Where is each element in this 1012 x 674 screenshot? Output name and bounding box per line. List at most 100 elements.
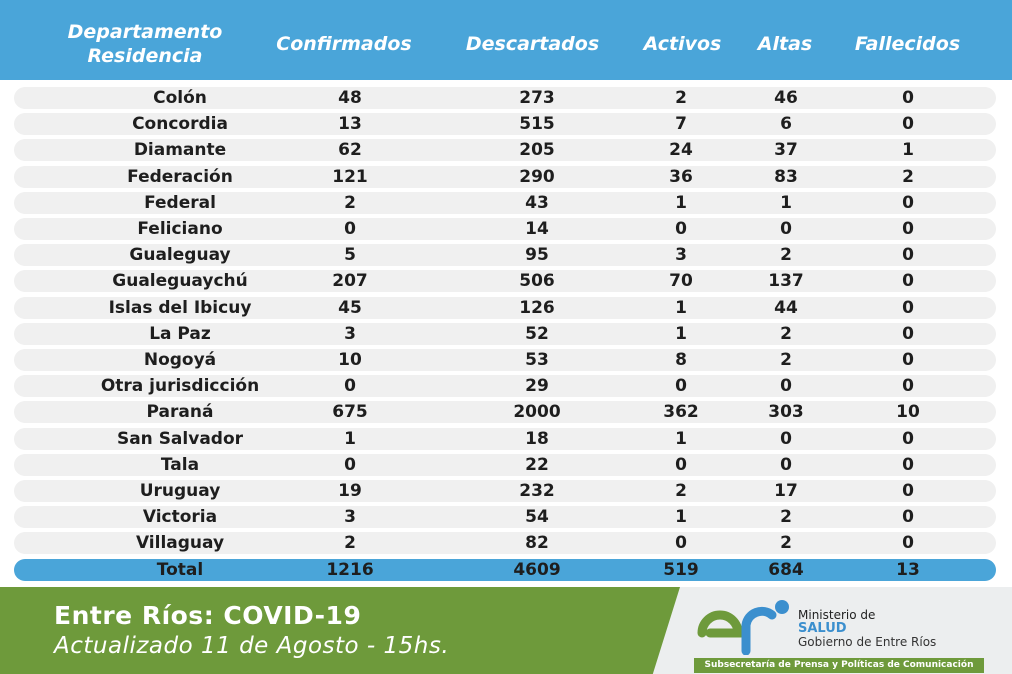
cell-confirmados: 48: [338, 88, 362, 108]
cell-confirmados: 0: [344, 376, 356, 397]
cell-activos: 3: [675, 245, 687, 266]
cell-departamento: Uruguay: [139, 481, 221, 501]
cell-departamento: Villaguay: [135, 533, 225, 554]
cell-departamento: Tala: [160, 454, 200, 475]
cell-descartados: 14: [525, 219, 549, 239]
ministerio-logo: Ministerio de SALUD Gobierno de Entre Rí…: [694, 595, 994, 673]
cell-altas: 46: [774, 88, 798, 108]
cell-fallecidos: 0: [902, 245, 914, 266]
cell-descartados: 290: [519, 166, 555, 187]
cell-confirmados: 2: [344, 533, 356, 554]
cell-fallecidos: 0: [902, 114, 914, 135]
cell-fallecidos: 0: [902, 323, 914, 344]
cell-descartados: 29: [525, 376, 549, 397]
cell-descartados: 506: [519, 271, 555, 292]
cell-departamento: Colón: [153, 88, 207, 108]
cell-activos: 70: [669, 271, 693, 292]
cell-fallecidos: 13: [896, 559, 920, 580]
cell-altas: 17: [774, 481, 798, 501]
cell-fallecidos: 0: [902, 533, 914, 554]
cell-departamento: Islas del Ibicuy: [108, 297, 252, 318]
cell-confirmados: 45: [338, 297, 362, 318]
cell-confirmados: 19: [338, 481, 362, 501]
cell-altas: 83: [774, 166, 798, 187]
logo-line2: SALUD: [798, 621, 847, 636]
footer-subtitle: Actualizado 11 de Agosto - 15hs.: [54, 633, 450, 659]
cell-activos: 0: [675, 219, 687, 239]
cell-descartados: 515: [519, 114, 555, 135]
subsecretaria-label: Subsecretaría de Prensa y Políticas de C…: [694, 658, 984, 673]
cell-descartados: 22: [525, 454, 549, 475]
cell-fallecidos: 1: [902, 140, 914, 161]
cell-descartados: 232: [519, 481, 555, 501]
cell-departamento: Federal: [144, 192, 216, 213]
cell-activos: 36: [669, 166, 693, 187]
table-row: Concordia 13 515 7 6 0: [14, 113, 996, 136]
header-departamento: Departamento Residencia: [67, 21, 223, 67]
cell-activos: 362: [663, 402, 699, 423]
cell-fallecidos: 0: [902, 454, 914, 475]
cell-altas: 2: [780, 507, 792, 528]
cell-confirmados: 10: [338, 350, 362, 370]
cell-altas: 0: [780, 376, 792, 397]
logo-line3: Gobierno de Entre Ríos: [798, 635, 937, 649]
cell-confirmados: 5: [344, 245, 356, 266]
table-row: La Paz 3 52 1 2 0: [14, 322, 996, 345]
cell-departamento: Nogoyá: [143, 350, 217, 370]
footer: Entre Ríos: COVID-19 Actualizado 11 de A…: [0, 587, 1012, 674]
cell-confirmados: 2: [344, 192, 356, 213]
cell-descartados: 95: [525, 245, 549, 266]
header-fallecidos: Fallecidos: [854, 33, 961, 55]
cell-altas: 303: [768, 402, 804, 423]
cell-activos: 1: [675, 297, 687, 318]
table-row: Villaguay 2 82 0 2 0: [14, 532, 996, 555]
cell-confirmados: 207: [332, 271, 368, 292]
cell-departamento: San Salvador: [116, 428, 244, 449]
header-descartados: Descartados: [465, 33, 600, 55]
cell-confirmados: 675: [332, 402, 368, 423]
cell-fallecidos: 0: [902, 271, 914, 292]
cell-departamento: Victoria: [142, 507, 218, 528]
cell-activos: 0: [675, 376, 687, 397]
total-row: Total 1216 4609 519 684 13: [14, 558, 996, 581]
cell-altas: 2: [780, 245, 792, 266]
cell-activos: 7: [675, 114, 687, 135]
er-logo-icon: [697, 600, 789, 655]
table-row: Diamante 62 205 24 37 1: [14, 139, 996, 162]
table-row: Islas del Ibicuy 45 126 1 44 0: [14, 296, 996, 319]
cell-activos: 8: [675, 350, 687, 370]
table-row: Uruguay 19 232 2 17 0: [14, 480, 996, 502]
cell-descartados: 126: [519, 297, 555, 318]
table-row: Paraná 675 2000 362 303 10: [14, 401, 996, 424]
table-row: Federal 2 43 1 1 0: [14, 191, 996, 214]
table-row: Federación 121 290 36 83 2: [14, 165, 996, 188]
cell-altas: 2: [780, 350, 792, 370]
cell-activos: 2: [675, 88, 687, 108]
cell-altas: 44: [774, 297, 798, 318]
cell-altas: 0: [780, 454, 792, 475]
cell-fallecidos: 0: [902, 219, 914, 239]
table-header: Departamento Residencia Confirmados Desc…: [0, 0, 1012, 80]
cell-altas: 37: [774, 140, 798, 161]
cell-altas: 0: [780, 428, 792, 449]
cell-activos: 1: [675, 192, 687, 213]
cell-confirmados: 62: [338, 140, 362, 161]
cell-departamento: Diamante: [133, 140, 227, 161]
table-row: Tala 0 22 0 0 0: [14, 453, 996, 476]
cell-confirmados: 0: [344, 219, 356, 239]
cell-departamento: Paraná: [146, 402, 214, 423]
cell-activos: 0: [675, 454, 687, 475]
cell-activos: 2: [675, 481, 687, 501]
cell-fallecidos: 0: [902, 297, 914, 318]
cell-descartados: 18: [525, 428, 549, 449]
footer-title: Entre Ríos: COVID-19: [54, 601, 362, 630]
cell-departamento: Gualeguay: [129, 245, 231, 266]
header-altas: Altas: [757, 33, 813, 55]
cell-departamento: Concordia: [132, 114, 228, 135]
cell-descartados: 82: [525, 533, 549, 554]
table-row: Feliciano 0 14 0 0 0: [14, 218, 996, 240]
cell-altas: 0: [780, 219, 792, 239]
cell-fallecidos: 0: [902, 350, 914, 370]
cell-descartados: 54: [525, 507, 549, 528]
cell-confirmados: 1216: [326, 559, 374, 580]
